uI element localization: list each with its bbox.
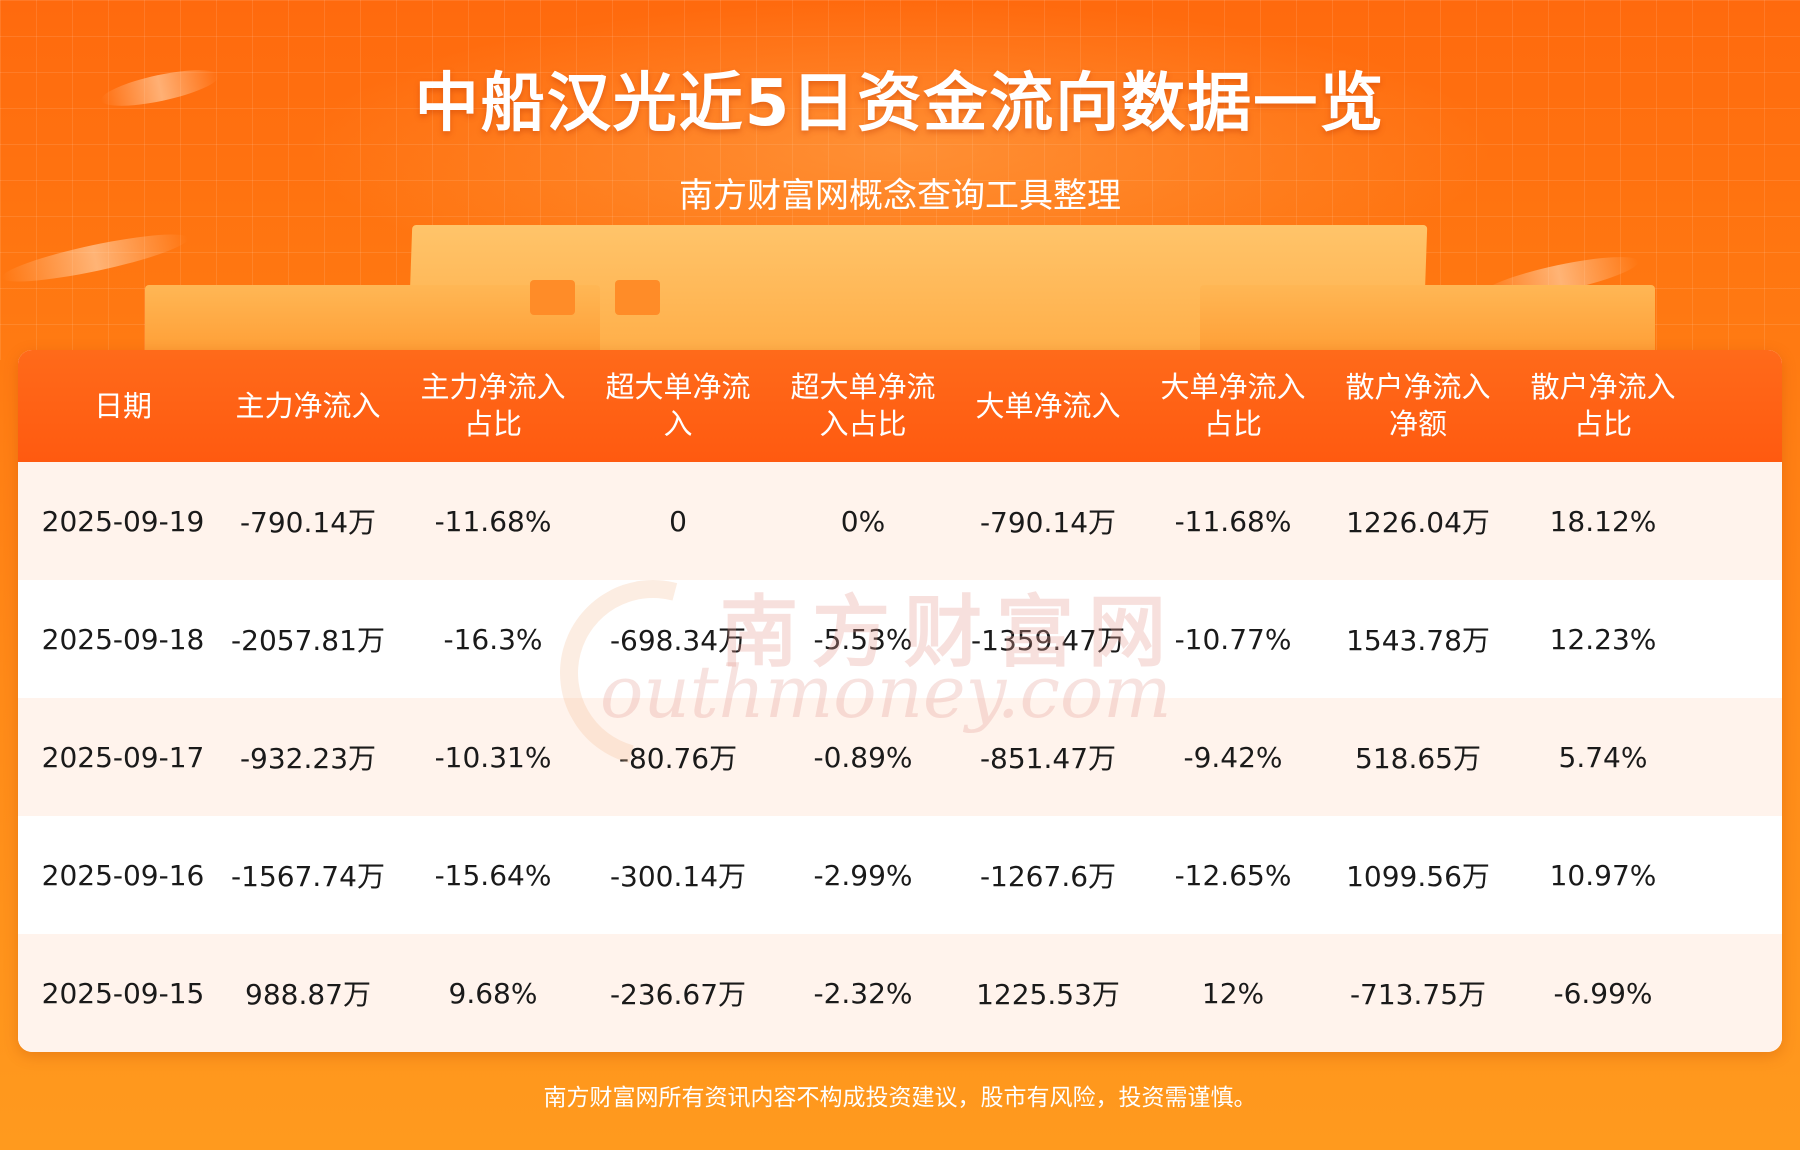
column-header-retail-ratio: 散户净流入 占比 <box>1530 370 1676 441</box>
cell-large-ratio: -10.77% <box>1174 622 1292 656</box>
capital-flow-table: 日期 主力净流入 主力净流入 占比 超大单净流入 超大单净流 入占比 大单净流入 大… <box>18 350 1782 1052</box>
cell-retail-net-amount: 518.65万 <box>1355 742 1481 775</box>
cell-super-large-net-inflow: -80.76万 <box>618 742 738 775</box>
cell-large-ratio: 12% <box>1201 976 1265 1010</box>
cell-date: 2025-09-16 <box>41 858 205 892</box>
cell-date: 2025-09-17 <box>41 740 205 774</box>
table-row: 2025-09-16 -1567.74万 -15.64% -300.14万 -2… <box>18 816 1782 934</box>
cell-retail-ratio: 18.12% <box>1549 504 1657 538</box>
cell-large-net-inflow: -790.14万 <box>979 506 1117 539</box>
cell-large-net-inflow: -1359.47万 <box>971 624 1125 657</box>
cell-super-large-ratio: -2.99% <box>813 858 913 892</box>
cell-super-large-ratio: 0% <box>840 504 886 538</box>
table-row: 2025-09-19 -790.14万 -11.68% 0 0% -790.14… <box>18 462 1782 580</box>
cell-retail-ratio: 12.23% <box>1549 622 1657 656</box>
cell-super-large-net-inflow: -698.34万 <box>609 624 747 657</box>
cell-main-net-inflow: -2057.81万 <box>231 624 385 657</box>
column-header-retail-net-amount: 散户净流入 净额 <box>1345 370 1491 441</box>
column-header-main-net-inflow-ratio: 主力净流入 占比 <box>420 370 566 441</box>
table-row: 2025-09-17 -932.23万 -10.31% -80.76万 -0.8… <box>18 698 1782 816</box>
decorative-notch <box>615 280 660 315</box>
cell-large-net-inflow: -1267.6万 <box>979 860 1117 893</box>
cell-large-ratio: -12.65% <box>1174 858 1292 892</box>
cell-super-large-ratio: -5.53% <box>813 622 913 656</box>
cell-main-net-inflow: 988.87万 <box>245 978 371 1011</box>
cell-super-large-ratio: -0.89% <box>813 740 913 774</box>
cell-super-large-net-inflow: -236.67万 <box>609 978 747 1011</box>
column-header-large-net-inflow: 大单净流入 <box>975 388 1121 423</box>
cell-large-ratio: -11.68% <box>1174 504 1292 538</box>
cell-super-large-net-inflow: 0 <box>669 504 687 538</box>
cell-retail-net-amount: 1543.78万 <box>1346 624 1490 657</box>
table-header: 日期 主力净流入 主力净流入 占比 超大单净流入 超大单净流 入占比 大单净流入 大… <box>18 350 1782 462</box>
cell-large-net-inflow: 1225.53万 <box>976 978 1120 1011</box>
cell-date: 2025-09-19 <box>41 504 205 538</box>
cell-main-ratio: -10.31% <box>434 740 552 774</box>
table-row: 2025-09-15 988.87万 9.68% -236.67万 -2.32%… <box>18 934 1782 1052</box>
cell-main-ratio: 9.68% <box>448 976 538 1010</box>
cell-retail-ratio: -6.99% <box>1553 976 1653 1010</box>
page-subtitle: 南方财富网概念查询工具整理 <box>679 176 1121 216</box>
cell-date: 2025-09-18 <box>41 622 205 656</box>
cell-main-net-inflow: -932.23万 <box>239 742 377 775</box>
cell-main-ratio: -16.3% <box>443 622 543 656</box>
decorative-notch <box>530 280 575 315</box>
cell-retail-ratio: 10.97% <box>1549 858 1657 892</box>
cell-large-ratio: -9.42% <box>1183 740 1283 774</box>
column-header-super-large-ratio: 超大单净流 入占比 <box>790 370 936 441</box>
cell-main-ratio: -15.64% <box>434 858 552 892</box>
cell-retail-net-amount: 1099.56万 <box>1346 860 1490 893</box>
column-header-large-ratio: 大单净流入 占比 <box>1160 370 1306 441</box>
table-row: 2025-09-18 -2057.81万 -16.3% -698.34万 -5.… <box>18 580 1782 698</box>
cell-main-ratio: -11.68% <box>434 504 552 538</box>
cell-retail-ratio: 5.74% <box>1558 740 1648 774</box>
footer-disclaimer: 南方财富网所有资讯内容不构成投资建议，股市有风险，投资需谨慎。 <box>543 1085 1257 1111</box>
cell-retail-net-amount: 1226.04万 <box>1346 506 1490 539</box>
cell-main-net-inflow: -790.14万 <box>239 506 377 539</box>
cell-date: 2025-09-15 <box>41 976 205 1010</box>
column-header-main-net-inflow: 主力净流入 <box>235 388 381 423</box>
cell-super-large-net-inflow: -300.14万 <box>609 860 747 893</box>
cell-super-large-ratio: -2.32% <box>813 976 913 1010</box>
cell-main-net-inflow: -1567.74万 <box>231 860 385 893</box>
cell-retail-net-amount: -713.75万 <box>1349 978 1487 1011</box>
column-header-super-large-net-inflow: 超大单净流入 <box>605 370 751 441</box>
page-title: 中船汉光近5日资金流向数据一览 <box>414 67 1386 141</box>
column-header-date: 日期 <box>93 388 152 423</box>
cell-large-net-inflow: -851.47万 <box>979 742 1117 775</box>
